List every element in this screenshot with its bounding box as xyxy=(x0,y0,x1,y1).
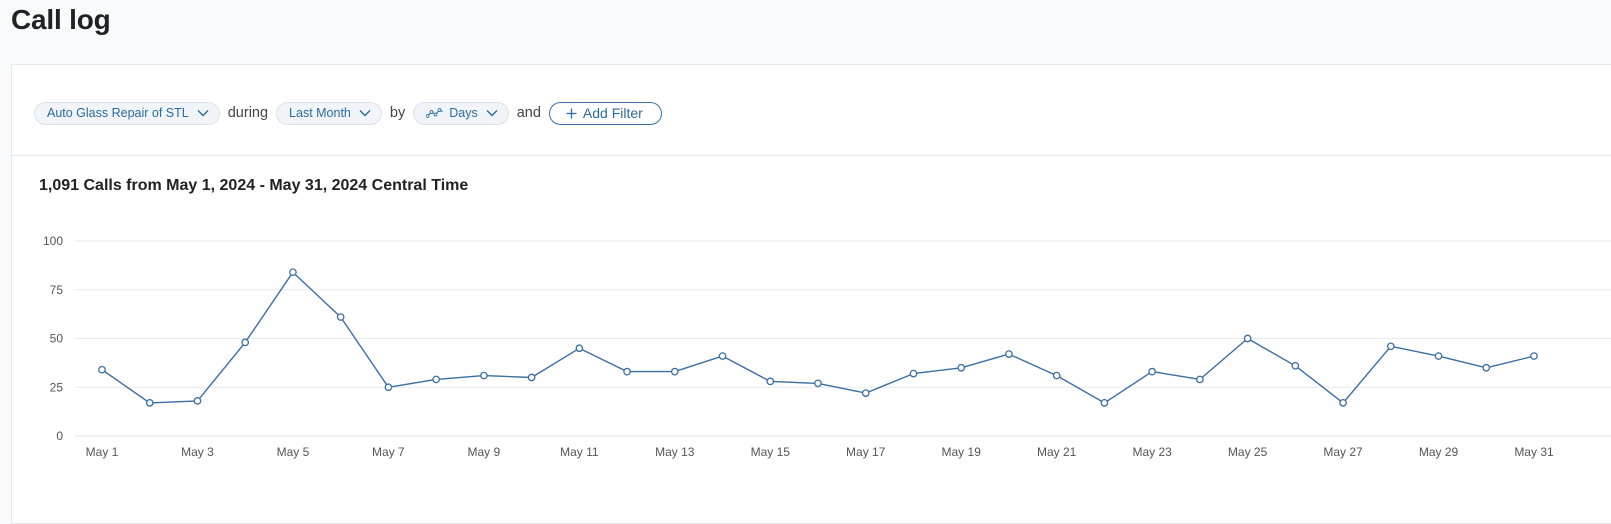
data-point-may-23 xyxy=(1148,367,1156,376)
data-point-may-20 xyxy=(1005,350,1013,358)
account-select[interactable]: Auto Glass Repair of STL xyxy=(34,101,220,125)
calls-line-chart: 0 25 50 75 100 May 1 May 3 May 5 May 7 May 9 May 1… xyxy=(43,234,1611,459)
data-point-may-3 xyxy=(193,397,202,405)
x-tick-label-may-27: May 27 xyxy=(1323,445,1363,459)
data-point-may-21 xyxy=(1052,371,1061,380)
data-point-may-5 xyxy=(289,268,297,277)
period-select-label: Last Month xyxy=(289,106,351,120)
x-tick-label-may-31: May 31 xyxy=(1514,445,1554,459)
data-point-may-9 xyxy=(480,371,488,380)
y-tick-label-75: 75 xyxy=(50,283,64,297)
granularity-select-label: Days xyxy=(449,106,478,120)
data-point-may-10 xyxy=(527,373,536,382)
data-point-may-1 xyxy=(98,365,106,374)
x-tick-label-may-11: May 11 xyxy=(560,445,599,459)
y-tick-label-50: 50 xyxy=(50,332,64,346)
x-tick-label-may-17: May 17 xyxy=(846,445,886,459)
data-point-may-25 xyxy=(1243,334,1252,343)
data-point-may-12 xyxy=(623,367,631,376)
account-select-label: Auto Glass Repair of STL xyxy=(47,106,189,120)
data-point-may-6 xyxy=(336,313,345,321)
data-point-may-27 xyxy=(1339,398,1347,407)
data-point-may-29 xyxy=(1434,352,1443,360)
chevron-down-icon xyxy=(486,109,498,117)
data-point-may-31 xyxy=(1530,352,1538,360)
y-tick-label-100: 100 xyxy=(43,234,63,248)
card-divider xyxy=(12,155,1611,156)
x-tick-label-may-5: May 5 xyxy=(277,445,310,459)
calls-summary: 1,091 Calls from May 1, 2024 - May 31, 2… xyxy=(39,177,469,194)
data-point-may-2 xyxy=(145,398,154,407)
data-point-may-4 xyxy=(241,338,250,347)
data-point-may-18 xyxy=(909,369,918,378)
x-tick-label-may-7: May 7 xyxy=(372,445,405,459)
joiner-during: during xyxy=(227,105,269,121)
joiner-and: and xyxy=(516,105,541,121)
plus-icon xyxy=(566,108,577,119)
joiner-by: by xyxy=(389,105,406,121)
x-tick-label-may-19: May 19 xyxy=(942,445,982,459)
data-point-may-11 xyxy=(575,344,584,353)
line-chart-icon xyxy=(426,108,444,118)
x-tick-label-may-29: May 29 xyxy=(1419,445,1459,459)
page-title: Call log xyxy=(11,4,111,35)
add-filter-label: Add Filter xyxy=(582,105,643,121)
data-point-may-14 xyxy=(718,352,727,360)
data-point-may-26 xyxy=(1291,361,1300,370)
data-point-may-13 xyxy=(670,367,679,376)
data-point-may-30 xyxy=(1482,363,1491,372)
x-tick-label-may-23: May 23 xyxy=(1132,445,1172,459)
data-point-may-19 xyxy=(957,363,966,372)
data-point-may-16 xyxy=(814,379,822,388)
data-point-may-28 xyxy=(1386,342,1395,351)
filter-bar: Auto Glass Repair of STL during Last Mon… xyxy=(34,101,662,125)
data-point-may-17 xyxy=(861,389,870,397)
data-point-may-15 xyxy=(766,377,775,386)
data-point-may-22 xyxy=(1100,398,1109,407)
x-tick-label-may-15: May 15 xyxy=(751,445,791,459)
x-tick-label-may-25: May 25 xyxy=(1228,445,1268,459)
x-tick-label-may-21: May 21 xyxy=(1037,445,1077,459)
x-tick-label-may-9: May 9 xyxy=(468,445,501,459)
y-tick-label-0: 0 xyxy=(56,429,63,443)
y-tick-label-25: 25 xyxy=(50,380,64,394)
period-select[interactable]: Last Month xyxy=(276,101,382,125)
x-tick-label-may-1: May 1 xyxy=(86,445,119,459)
x-tick-label-may-3: May 3 xyxy=(181,445,214,459)
chevron-down-icon xyxy=(359,109,371,117)
data-point-may-24 xyxy=(1196,375,1204,384)
add-filter-button[interactable]: Add Filter xyxy=(548,101,662,125)
chevron-down-icon xyxy=(197,109,209,117)
data-point-may-8 xyxy=(432,375,440,384)
granularity-select[interactable]: Days xyxy=(413,101,509,125)
x-tick-label-may-13: May 13 xyxy=(655,445,695,459)
data-point-may-7 xyxy=(384,383,393,392)
